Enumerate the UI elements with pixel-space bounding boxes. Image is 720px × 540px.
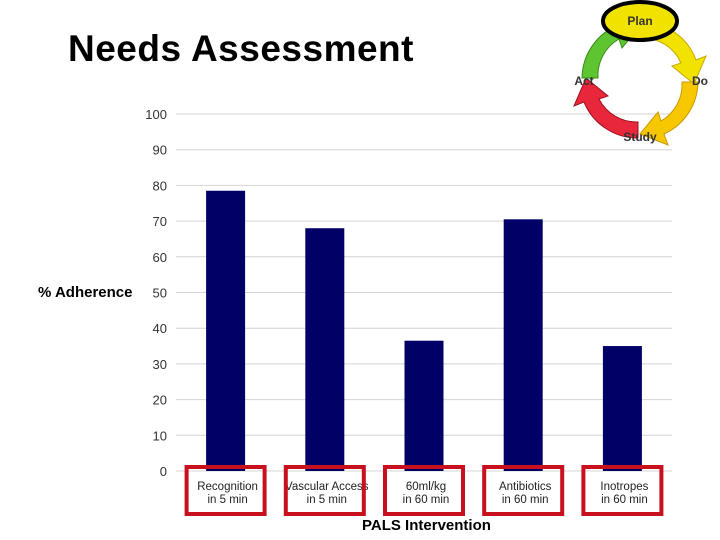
x-tick-label: Recognition: [197, 481, 258, 493]
bar: [602, 346, 642, 471]
x-tick-label: Inotropes: [600, 481, 648, 493]
x-tick-label: in 5 min: [307, 494, 347, 506]
pdsa-label-do: Do: [692, 74, 708, 88]
pdsa-cycle-diagram: Plan Do Study Act: [573, 0, 708, 146]
plan-highlight-ring: [601, 0, 679, 42]
y-tick-label: 50: [153, 286, 167, 301]
y-tick-label: 30: [153, 357, 167, 372]
x-tick-label: in 60 min: [502, 494, 549, 506]
x-tick-label: Vascular Access: [285, 481, 369, 493]
y-tick-label: 20: [153, 393, 167, 408]
highlight-box: [482, 465, 565, 516]
y-tick-label: 0: [160, 464, 167, 479]
bar: [305, 228, 345, 471]
bar: [206, 190, 246, 471]
pdsa-label-plan: Plan: [627, 14, 652, 28]
pdsa-study-arrow: [573, 77, 639, 139]
x-tick-label: in 60 min: [403, 494, 450, 506]
pdsa-do-arrow: [639, 81, 699, 146]
pdsa-label-study: Study: [623, 130, 657, 144]
slide-title: Needs Assessment: [68, 28, 414, 69]
x-tick-label: 60ml/kg: [406, 481, 446, 493]
x-tick-label: in 5 min: [207, 494, 247, 506]
y-axis-ticks: 0 10 20 30 40 50 60 70 80 90 100: [145, 107, 167, 479]
y-tick-label: 10: [153, 428, 167, 443]
x-axis-label: PALS Intervention: [362, 517, 491, 534]
pdsa-label-act: Act: [574, 74, 593, 88]
y-tick-label: 80: [153, 178, 167, 193]
highlight-box: [383, 465, 465, 516]
y-tick-label: 60: [153, 250, 167, 265]
y-tick-label: 100: [145, 107, 167, 122]
chart-bars: [206, 190, 642, 471]
x-tick-label: Antibiotics: [499, 481, 552, 493]
y-tick-label: 90: [153, 143, 167, 158]
bar: [404, 340, 444, 471]
bar: [503, 219, 543, 471]
y-tick-label: 40: [153, 321, 167, 336]
category-highlight-boxes: [184, 465, 664, 516]
y-tick-label: 70: [153, 214, 167, 229]
y-axis-label: % Adherence: [38, 284, 133, 301]
highlight-box: [184, 465, 267, 516]
highlight-box: [283, 465, 366, 516]
highlight-box: [581, 465, 664, 516]
x-tick-label: in 60 min: [601, 494, 648, 506]
